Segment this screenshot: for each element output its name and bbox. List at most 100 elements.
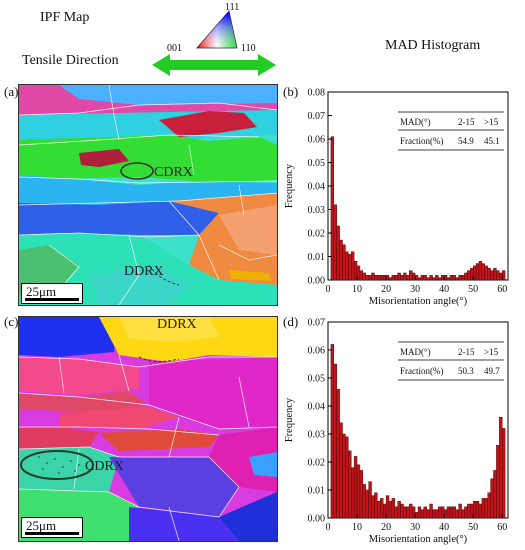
bar-d-2 xyxy=(330,344,335,519)
bar-d-44 xyxy=(452,506,456,519)
bar-d-39 xyxy=(438,506,442,519)
chart-d: 0.00 0.01 0.02 0.03 0.04 0.05 0.06 0.07 0 10 20 30 4… xyxy=(284,318,509,545)
bar-b-55 xyxy=(484,265,488,281)
xtick-label-d-6: 60 xyxy=(497,522,507,533)
bar-b-26 xyxy=(400,275,404,281)
bar-d-14 xyxy=(365,489,369,519)
plot-frame-b xyxy=(327,91,509,281)
scale-bar-c: 25μm xyxy=(21,517,83,538)
bar-b-14 xyxy=(365,275,369,281)
bar-d-15 xyxy=(368,481,372,519)
bar-d-52 xyxy=(475,500,480,519)
ytick-label-d-4: 0.04 xyxy=(308,402,326,413)
bar-d-36 xyxy=(429,503,433,519)
bar-d-28 xyxy=(406,506,410,519)
label-ddrx-a: DDRX xyxy=(124,264,164,279)
bar-b-47 xyxy=(461,275,465,281)
panel-letter-a: (a) xyxy=(4,84,19,99)
bar-d-25 xyxy=(397,500,401,519)
bar-b-57 xyxy=(490,270,494,281)
panel-letter-b: (b) xyxy=(283,84,299,99)
scale-bar-a: 25μm xyxy=(21,283,83,304)
table-cell-b-0: Fraction(%) xyxy=(400,136,443,146)
table-header-b-1: 2-15 xyxy=(458,117,475,127)
label-ddrx-c: DDRX xyxy=(157,317,197,332)
scale-bar-c-label: 25μm xyxy=(26,518,57,533)
bar-d-6 xyxy=(342,433,346,519)
bar-d-32 xyxy=(417,506,422,519)
ytick-label-d-6: 0.06 xyxy=(308,346,326,357)
bar-b-4 xyxy=(336,225,340,281)
bar-b-29 xyxy=(409,270,413,281)
ytick-label-b-7: 0.07 xyxy=(308,111,326,122)
ytick-label-d-2: 0.02 xyxy=(308,458,326,469)
ipf-map-c-image xyxy=(19,317,277,541)
bar-b-59 xyxy=(496,270,500,281)
bar-d-13 xyxy=(362,484,366,519)
xtick-label-b-5: 50 xyxy=(468,284,478,295)
bar-b-36 xyxy=(429,275,433,281)
xlabel-b: Misorientation angle(°) xyxy=(369,296,468,307)
bar-b-45 xyxy=(455,277,459,281)
bar-d-26 xyxy=(400,503,404,519)
bar-d-10 xyxy=(353,456,358,519)
tensile-direction-arrow xyxy=(152,54,276,76)
table-header-d-0: MAD(°) xyxy=(400,347,431,357)
xtick-label-d-4: 40 xyxy=(439,522,449,533)
panel-letter-c: (c) xyxy=(4,314,19,329)
table-header-d-2: >15 xyxy=(484,347,499,357)
ytick-label-d-3: 0.03 xyxy=(308,430,326,441)
ytick-label-d-7: 0.07 xyxy=(308,318,326,329)
bar-d-37 xyxy=(432,509,436,519)
bar-b-23 xyxy=(391,275,395,281)
bar-b-53 xyxy=(478,260,483,281)
bar-d-24 xyxy=(394,506,398,519)
bar-b-2 xyxy=(330,136,335,281)
xtick-label-d-3: 30 xyxy=(410,522,420,533)
ytick-label-b-2: 0.02 xyxy=(308,229,326,240)
xtick-label-b-0: 0 xyxy=(326,284,331,295)
bar-b-7 xyxy=(345,251,349,281)
bar-d-38 xyxy=(435,509,439,519)
bar-b-58 xyxy=(493,268,497,281)
bar-b-56 xyxy=(487,268,491,281)
bar-d-17 xyxy=(374,492,378,519)
bar-d-61 xyxy=(501,428,506,519)
bar-b-27 xyxy=(403,272,407,281)
table-header-d-1: 2-15 xyxy=(458,347,475,357)
bar-d-34 xyxy=(423,506,427,519)
bar-b-37 xyxy=(432,277,436,281)
bar-d-4 xyxy=(336,388,340,519)
bar-d-54 xyxy=(481,498,485,519)
bar-d-46 xyxy=(458,503,462,519)
xtick-label-d-2: 20 xyxy=(381,522,391,533)
bar-d-29 xyxy=(409,503,413,519)
bar-b-24 xyxy=(394,275,398,281)
bar-b-18 xyxy=(377,275,381,281)
bar-b-12 xyxy=(359,270,364,281)
ipf-map-a-image xyxy=(19,85,277,305)
bar-d-22 xyxy=(388,500,393,519)
bar-d-27 xyxy=(403,506,407,519)
bar-b-16 xyxy=(371,272,375,281)
bar-b-22 xyxy=(388,277,393,281)
scale-bar-a-label: 25μm xyxy=(26,284,57,299)
bar-b-5 xyxy=(339,239,343,281)
xlabel-d: Misorientation angle(°) xyxy=(369,534,468,545)
ylabel-b: Frequency xyxy=(284,163,295,208)
bar-b-42 xyxy=(446,277,451,281)
bar-d-19 xyxy=(380,498,384,519)
bar-d-23 xyxy=(391,498,395,519)
ipf-map-a: CDRX DDRX 25μm xyxy=(18,84,278,306)
bar-d-58 xyxy=(493,470,497,519)
bar-b-46 xyxy=(458,275,462,281)
scale-bar-a-line xyxy=(25,298,79,301)
bar-b-49 xyxy=(467,270,471,281)
bar-b-34 xyxy=(423,275,427,281)
triangle-label-111: 111 xyxy=(225,2,239,13)
triangle-label-110: 110 xyxy=(241,43,256,52)
ipf-map-title: IPF Map xyxy=(40,10,90,25)
bar-b-44 xyxy=(452,275,456,281)
ipf-map-c: DDRX CDRX 25μm xyxy=(18,316,278,542)
bar-d-16 xyxy=(371,495,375,519)
